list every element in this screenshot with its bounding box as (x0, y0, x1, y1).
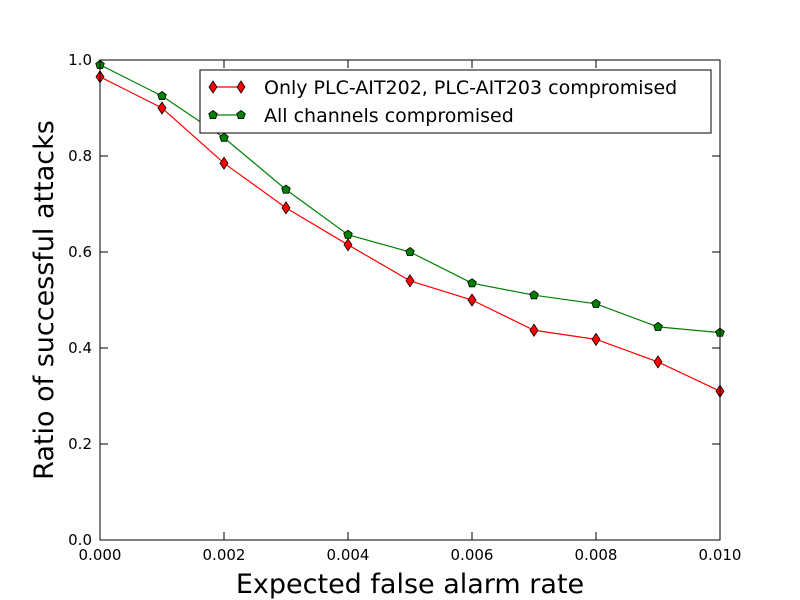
plot-area (100, 60, 720, 540)
data-point (343, 238, 353, 252)
y-axis-ticks: 0.0 0.2 0.4 0.6 0.8 1.0 (68, 51, 720, 549)
y-tick-label: 0.2 (68, 435, 92, 453)
data-point (653, 321, 663, 331)
data-point (591, 298, 601, 308)
x-tick-label: 0.006 (451, 546, 494, 564)
data-point (219, 132, 229, 142)
data-point (157, 101, 167, 115)
y-tick-label: 0.0 (68, 531, 92, 549)
data-point (529, 323, 539, 337)
x-tick-label: 0.008 (575, 546, 618, 564)
data-point (653, 355, 663, 369)
x-tick-label: 0.002 (203, 546, 246, 564)
x-axis-label: Expected false alarm rate (236, 569, 584, 600)
plot-frame (99, 59, 721, 541)
y-tick-label: 0.8 (68, 147, 92, 165)
legend-marker (236, 110, 246, 120)
y-tick-label: 1.0 (68, 51, 92, 69)
y-axis-label: Ratio of successful attacks (29, 120, 60, 480)
series-layer (95, 59, 725, 398)
data-point (529, 290, 539, 300)
data-point (467, 278, 477, 288)
series-0 (95, 70, 725, 398)
data-point (591, 332, 601, 347)
data-point (467, 293, 477, 307)
data-point (281, 184, 291, 194)
x-tick-label: 0.010 (699, 546, 742, 564)
legend: Only PLC-AIT202, PLC-AIT203 compromised A… (199, 69, 712, 134)
data-point (157, 91, 167, 101)
legend-marker (236, 80, 246, 94)
y-tick-label: 0.4 (68, 339, 92, 357)
data-point (405, 247, 415, 257)
legend-marker (208, 110, 218, 120)
legend-label: All channels compromised (264, 105, 514, 127)
legend-marker (208, 80, 218, 94)
y-tick-label: 0.6 (68, 243, 92, 261)
data-point (219, 156, 229, 170)
x-tick-label: 0.000 (79, 546, 122, 564)
data-point (405, 274, 415, 288)
x-tick-label: 0.004 (327, 546, 370, 564)
legend-box (199, 69, 712, 134)
data-point (281, 201, 291, 215)
legend-label: Only PLC-AIT202, PLC-AIT203 compromised (264, 77, 677, 99)
